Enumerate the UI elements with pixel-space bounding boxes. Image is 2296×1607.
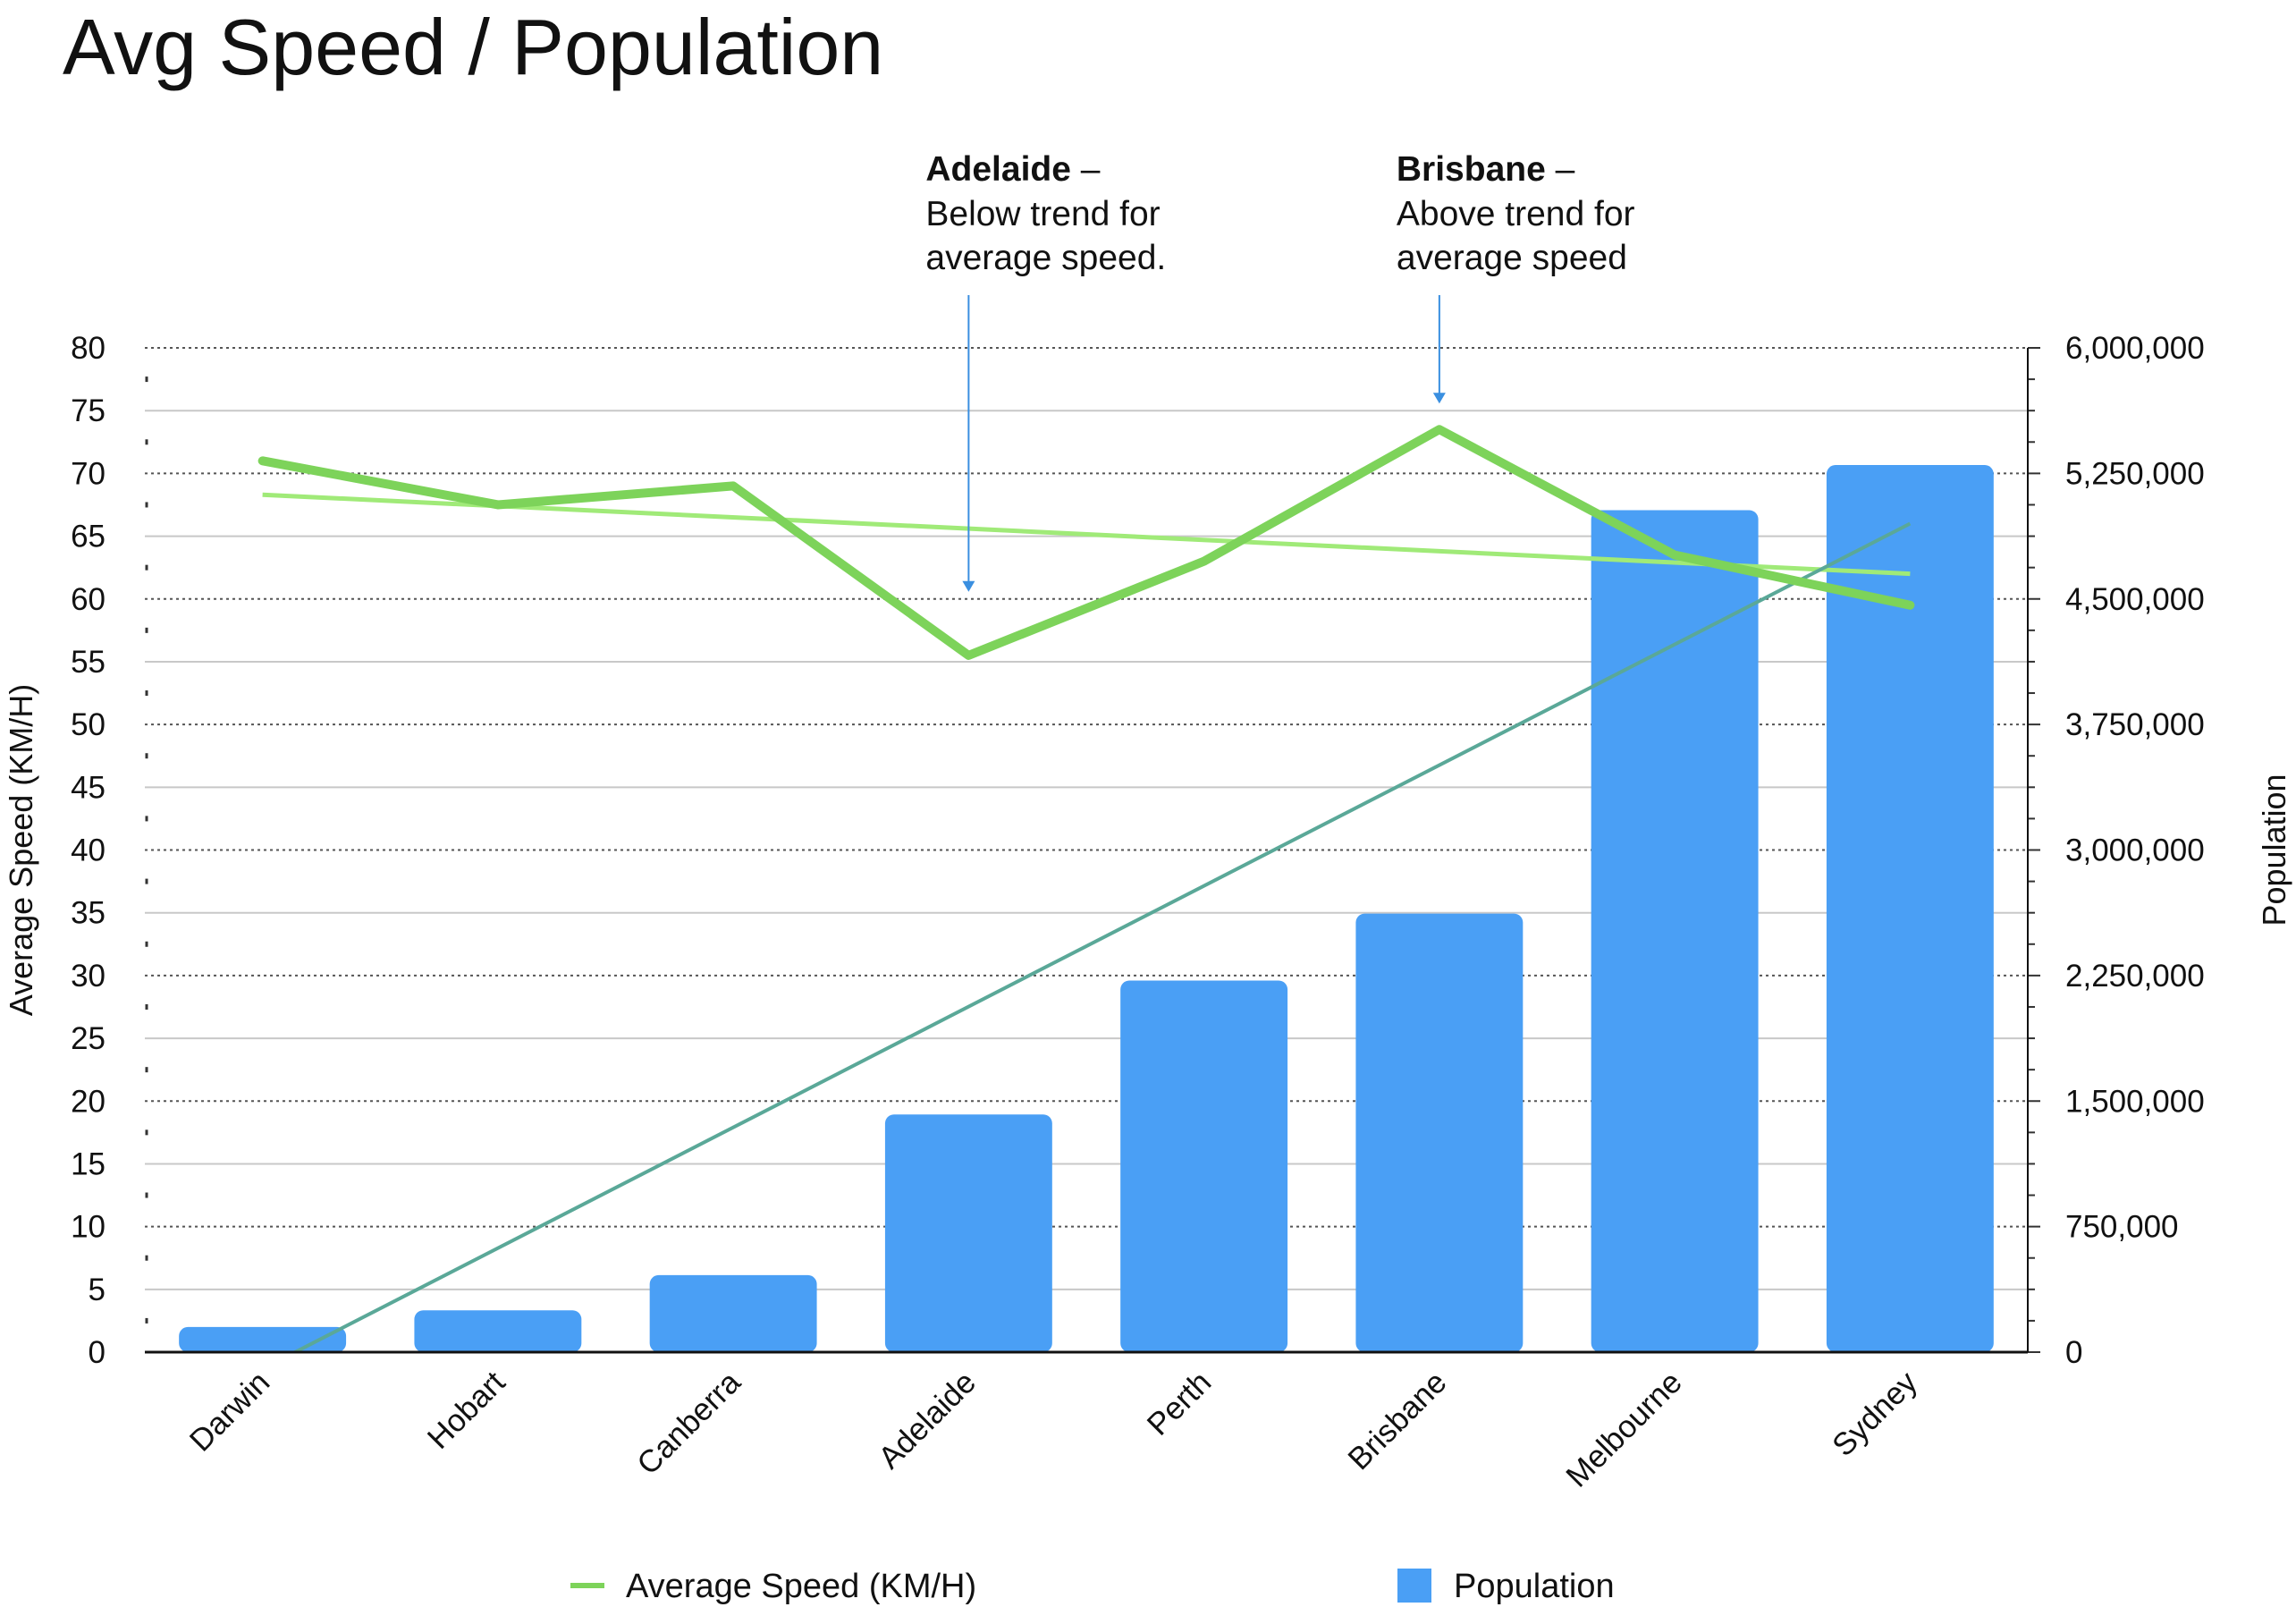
speed-trendline <box>262 492 1911 577</box>
average-speed-point <box>496 503 499 506</box>
left-axis-tick-label: 10 <box>71 1210 106 1245</box>
population-bar <box>1826 465 1994 1352</box>
annotation-dash: – <box>1546 150 1575 189</box>
annotation-layer: Adelaide – Below trend for average speed. B… <box>925 150 1635 592</box>
left-axis-tick-label: 65 <box>71 520 106 554</box>
right-axis-tick-label: 3,750,000 <box>2065 707 2205 742</box>
right-axis-tick-label: 2,250,000 <box>2065 959 2205 994</box>
average-speed-point <box>1438 428 1440 431</box>
annotation-line: Below trend for <box>925 195 1160 233</box>
left-axis-tick-label: 50 <box>71 707 106 742</box>
left-axis-tick-label: 0 <box>89 1335 106 1370</box>
right-axis-title: Population <box>2256 774 2292 926</box>
annotation-bold-text: Adelaide <box>925 150 1071 189</box>
left-axis-tick-label: 60 <box>71 582 106 617</box>
left-axis-tick-label: 35 <box>71 896 106 931</box>
population-bar <box>1591 510 1759 1352</box>
x-axis-category-label: Brisbane <box>1341 1365 1453 1476</box>
right-axis-tick-label: 4,500,000 <box>2065 582 2205 617</box>
bars-layer <box>179 465 1994 1352</box>
right-axis-tick-label: 5,250,000 <box>2065 456 2205 491</box>
left-axis-tick-label: 25 <box>71 1021 106 1056</box>
x-axis-category-label: Adelaide <box>872 1365 983 1476</box>
legend-square-swatch <box>1397 1569 1431 1603</box>
x-axis-category-label: Sydney <box>1826 1365 1924 1463</box>
average-speed-line <box>257 425 1915 660</box>
left-axis-title: Average Speed (KM/H) <box>3 684 39 1017</box>
population-bar <box>884 1114 1052 1352</box>
annotation-line: average speed. <box>925 239 1166 277</box>
legend-label: Average Speed (KM/H) <box>626 1568 976 1605</box>
population-bar <box>414 1310 582 1352</box>
x-axis-category-label: Hobart <box>421 1365 512 1456</box>
left-axis-tick-label: 75 <box>71 393 106 428</box>
right-axis-tick-label: 1,500,000 <box>2065 1084 2205 1119</box>
right-axis-tick-label: 0 <box>2065 1335 2082 1370</box>
legend-label: Population <box>1454 1568 1615 1605</box>
annotation-arrow-head <box>1432 393 1446 404</box>
left-axis-tick-label: 5 <box>89 1273 106 1307</box>
average-speed-point <box>967 654 970 656</box>
annotation-bold-text: Brisbane <box>1397 150 1546 189</box>
line-layer <box>257 425 1915 660</box>
average-speed-point <box>1674 554 1676 556</box>
average-speed-point <box>261 460 264 462</box>
annotation-line: average speed <box>1397 239 1627 277</box>
x-axis-category-label: Melbourne <box>1559 1365 1689 1494</box>
chart-title: Avg Speed / Population <box>63 3 883 91</box>
left-axis-tick-label: 20 <box>71 1084 106 1119</box>
left-axis-tick-label: 40 <box>71 833 106 868</box>
population-trendline <box>291 521 1912 1352</box>
population-bar <box>649 1274 817 1352</box>
right-axis-tick-label: 6,000,000 <box>2065 331 2205 366</box>
left-axis-tick-label: 80 <box>71 331 106 366</box>
right-axis-tick-label: 750,000 <box>2065 1210 2179 1245</box>
population-bar <box>1120 980 1288 1352</box>
left-axis-tick-label: 45 <box>71 770 106 805</box>
grid-layer <box>145 347 2028 1290</box>
average-speed-point <box>1203 560 1205 562</box>
average-speed-point <box>732 485 735 487</box>
left-axis-tick-label: 30 <box>71 959 106 994</box>
left-axis-tick-label: 70 <box>71 456 106 491</box>
right-axis-tick-label: 3,000,000 <box>2065 833 2205 868</box>
x-axis-category-label: Darwin <box>183 1365 277 1459</box>
annotation-dash: – <box>1071 150 1101 189</box>
annotation-line: Above trend for <box>1397 195 1635 233</box>
population-bar <box>1355 913 1524 1352</box>
x-axis-category-label: Perth <box>1141 1365 1219 1442</box>
left-axis-tick-label: 55 <box>71 645 106 680</box>
annotation-arrow-head <box>962 580 975 592</box>
annotation-heading: Brisbane – <box>1397 150 1575 189</box>
left-axis-tick-label: 15 <box>71 1146 106 1181</box>
legend-layer: Average Speed (KM/H) Population <box>570 1568 1615 1605</box>
annotation-heading: Adelaide – <box>925 150 1100 189</box>
trend-layer <box>262 492 1912 1352</box>
average-speed-point <box>1909 604 1912 606</box>
x-axis-category-label: Canberra <box>630 1365 747 1482</box>
